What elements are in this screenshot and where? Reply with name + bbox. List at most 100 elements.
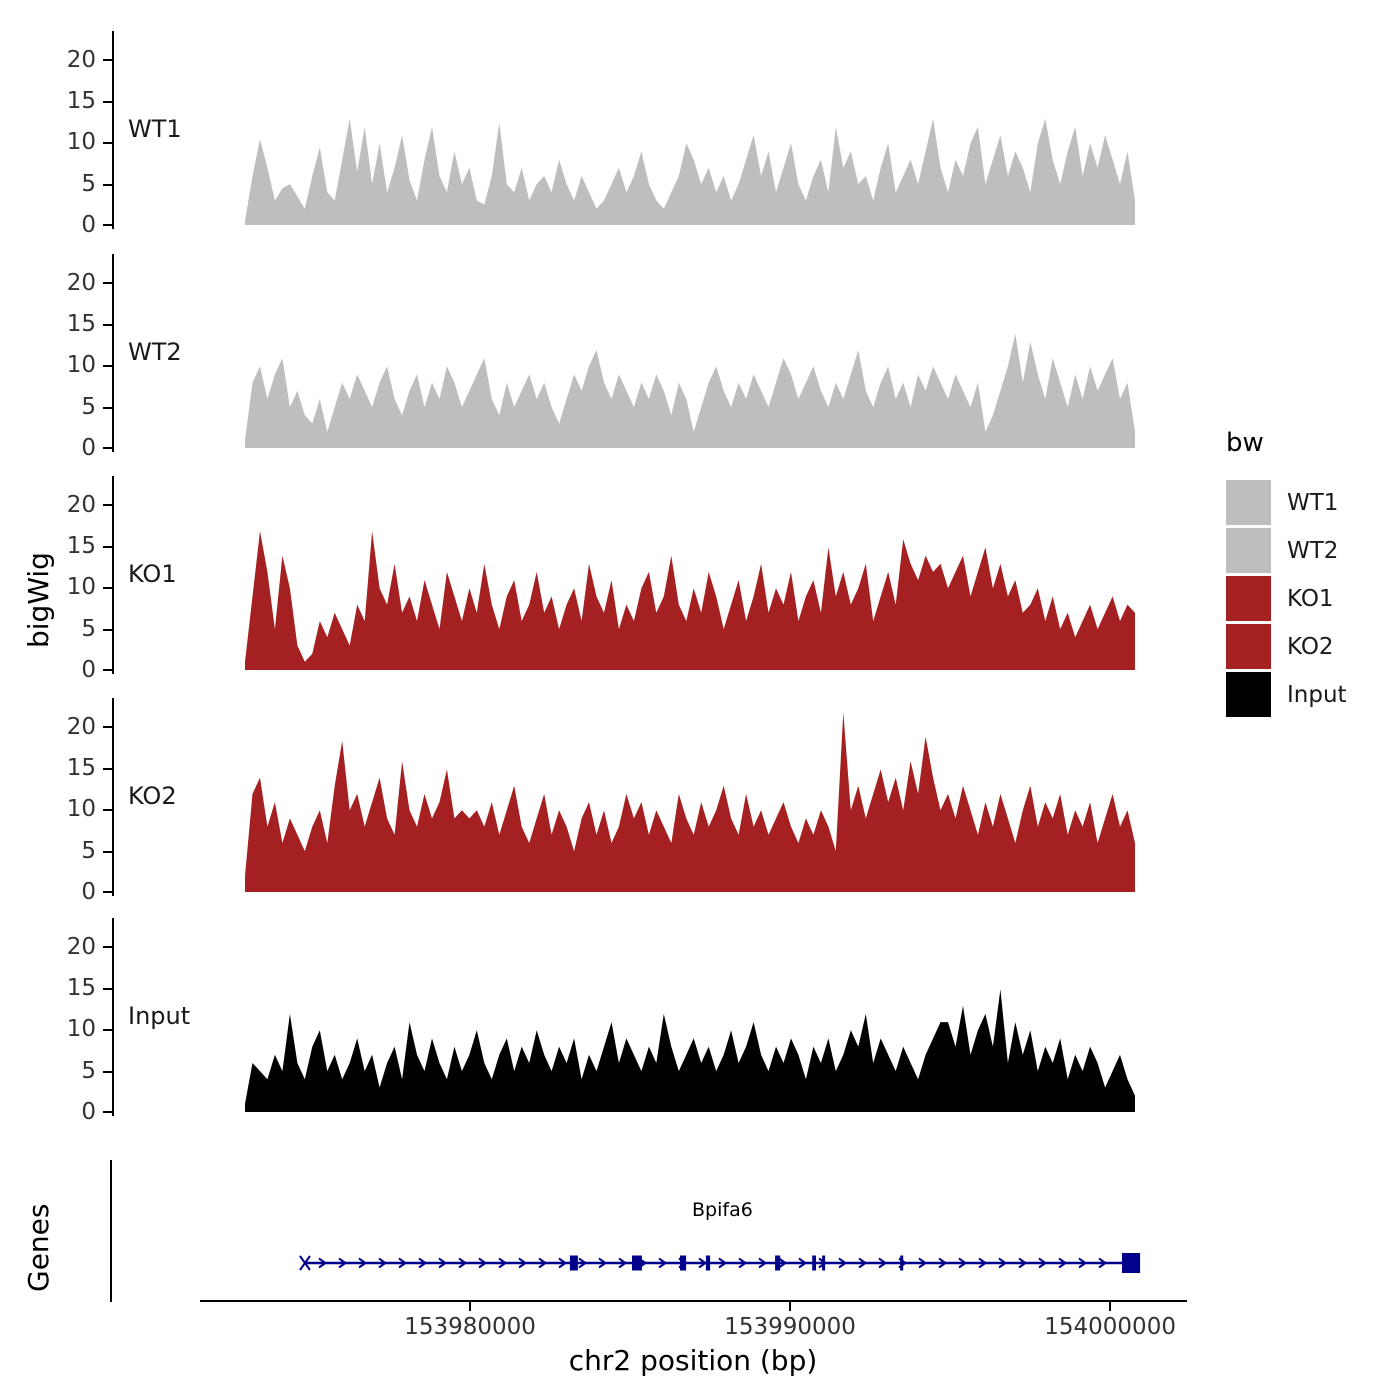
- y-axis: 20 15 10 5 0: [0, 254, 114, 460]
- legend-item-ko2: KO2: [1226, 624, 1347, 669]
- y-tick-mark: [103, 988, 112, 990]
- x-axis-title: chr2 position (bp): [568, 1344, 818, 1377]
- y-tick-mark: [103, 629, 112, 631]
- track-ko2: 20 15 10 5 0 KO2: [0, 698, 1200, 904]
- y-tick-label: 5: [81, 171, 96, 197]
- y-tick-mark: [103, 946, 112, 948]
- track-input: 20 15 10 5 0 Input: [0, 918, 1200, 1124]
- y-tick-mark: [103, 407, 112, 409]
- y-axis: 20 15 10 5 0: [0, 918, 114, 1124]
- track-wt1: 20 15 10 5 0 WT1: [0, 31, 1200, 237]
- y-tick-label: 15: [66, 755, 96, 781]
- y-tick-label: 0: [81, 435, 96, 461]
- y-tick-mark: [103, 101, 112, 103]
- svg-text:Bpifa6: Bpifa6: [692, 1199, 753, 1221]
- y-tick-label: 5: [81, 394, 96, 420]
- track-ko1: 20 15 10 5 0 KO1: [0, 476, 1200, 682]
- y-tick-mark: [103, 504, 112, 506]
- y-tick-mark: [103, 224, 112, 226]
- coverage-area-ko1: [245, 531, 1135, 670]
- y-tick-label: 10: [66, 574, 96, 600]
- y-tick-mark: [103, 891, 112, 893]
- y-tick-mark: [103, 1071, 112, 1073]
- coverage-area-ko2: [245, 712, 1135, 892]
- x-tick-mark: [1109, 1302, 1112, 1311]
- y-tick-label: 0: [81, 879, 96, 905]
- y-tick-mark: [103, 726, 112, 728]
- y-axis: 20 15 10 5 0: [0, 698, 114, 904]
- legend-swatch-ko2: [1226, 624, 1271, 669]
- y-tick-mark: [103, 809, 112, 811]
- y-tick-mark: [103, 587, 112, 589]
- y-tick-label: 5: [81, 838, 96, 864]
- legend-title: bw: [1226, 428, 1264, 458]
- y-tick-label: 10: [66, 796, 96, 822]
- track-label: KO1: [128, 560, 177, 588]
- legend-item-ko1: KO1: [1226, 576, 1347, 621]
- y-tick-mark: [103, 447, 112, 449]
- legend: bw WT1 WT2 KO1 KO2 Input: [1226, 428, 1347, 720]
- y-tick-label: 15: [66, 533, 96, 559]
- y-axis: 20 15 10 5 0: [0, 31, 114, 237]
- y-tick-label: 5: [81, 1058, 96, 1084]
- y-tick-mark: [103, 768, 112, 770]
- y-tick-label: 20: [66, 47, 96, 73]
- y-tick-label: 15: [66, 311, 96, 337]
- legend-label: Input: [1287, 681, 1347, 708]
- y-tick-mark: [103, 184, 112, 186]
- x-tick-mark: [789, 1302, 792, 1311]
- y-tick-label: 0: [81, 212, 96, 238]
- legend-swatch-wt1: [1226, 480, 1271, 525]
- y-tick-mark: [103, 365, 112, 367]
- legend-label: WT2: [1287, 537, 1339, 564]
- y-tick-label: 5: [81, 616, 96, 642]
- x-tick-mark: [469, 1302, 472, 1311]
- coverage-area-wt1: [245, 118, 1135, 225]
- legend-item-input: Input: [1226, 672, 1347, 717]
- legend-label: WT1: [1287, 489, 1339, 516]
- genes-axis-line: [110, 1160, 112, 1302]
- x-axis-line: [200, 1300, 1187, 1302]
- y-tick-mark: [103, 1029, 112, 1031]
- legend-swatch-ko1: [1226, 576, 1271, 621]
- gene-model-bpifa6: Bpifa6: [299, 1199, 1141, 1273]
- y-tick-mark: [103, 324, 112, 326]
- track-label: Input: [128, 1002, 191, 1030]
- y-tick-label: 10: [66, 1016, 96, 1042]
- coverage-area-input: [245, 989, 1135, 1112]
- y-tick-mark: [103, 546, 112, 548]
- y-tick-label: 15: [66, 88, 96, 114]
- legend-item-wt2: WT2: [1226, 528, 1347, 573]
- y-tick-label: 10: [66, 352, 96, 378]
- y-tick-mark: [103, 1111, 112, 1113]
- track-wt2: 20 15 10 5 0 WT2: [0, 254, 1200, 460]
- x-tick-label: 154000000: [1044, 1314, 1176, 1340]
- y-tick-mark: [103, 282, 112, 284]
- legend-label: KO2: [1287, 633, 1334, 660]
- x-tick-label: 153990000: [724, 1314, 856, 1340]
- coverage-area-wt2: [245, 333, 1135, 448]
- y-tick-mark: [103, 142, 112, 144]
- y-tick-mark: [103, 59, 112, 61]
- y-tick-label: 20: [66, 934, 96, 960]
- y-tick-label: 0: [81, 1099, 96, 1125]
- legend-swatch-input: [1226, 672, 1271, 717]
- track-label: WT2: [128, 338, 182, 366]
- legend-label: KO1: [1287, 585, 1334, 612]
- y-tick-label: 10: [66, 129, 96, 155]
- y-tick-label: 20: [66, 492, 96, 518]
- legend-item-wt1: WT1: [1226, 480, 1347, 525]
- y-tick-mark: [103, 851, 112, 853]
- legend-swatch-wt2: [1226, 528, 1271, 573]
- genes-panel-title: Genes: [22, 1203, 55, 1293]
- y-tick-label: 20: [66, 714, 96, 740]
- y-tick-label: 0: [81, 657, 96, 683]
- y-tick-mark: [103, 669, 112, 671]
- track-label: WT1: [128, 115, 182, 143]
- track-label: KO2: [128, 782, 177, 810]
- x-tick-label: 153980000: [404, 1314, 536, 1340]
- y-tick-label: 20: [66, 270, 96, 296]
- y-tick-label: 15: [66, 975, 96, 1001]
- y-axis: 20 15 10 5 0: [0, 476, 114, 682]
